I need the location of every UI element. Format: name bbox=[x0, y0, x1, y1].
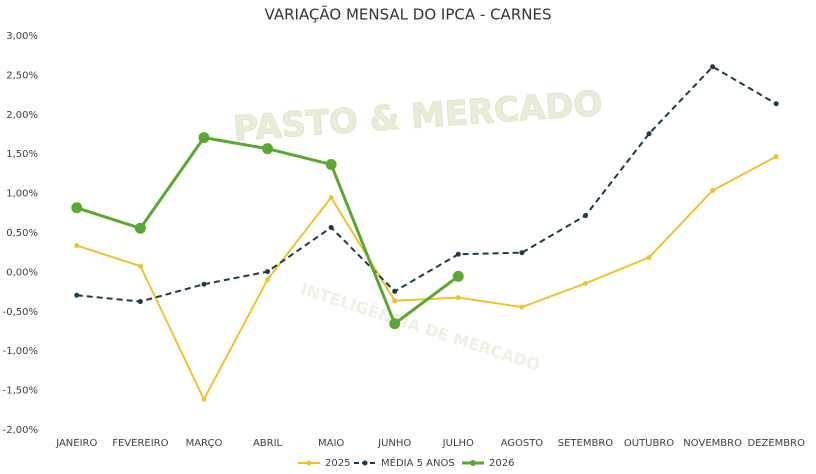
y-tick-label: 0,00% bbox=[6, 267, 38, 278]
point bbox=[74, 292, 80, 298]
point bbox=[71, 202, 83, 214]
legend-label: 2025 bbox=[325, 458, 350, 469]
y-tick-label: -1,00% bbox=[3, 346, 38, 357]
y-tick-label: 0,50% bbox=[6, 228, 38, 239]
x-tick-label: OUTUBRO bbox=[624, 438, 674, 449]
x-tick-label: ABRIL bbox=[253, 438, 283, 449]
point bbox=[392, 298, 398, 304]
series-line bbox=[76, 136, 460, 326]
point bbox=[519, 250, 525, 256]
x-tick-label: JANEIRO bbox=[55, 438, 97, 449]
point bbox=[325, 158, 337, 170]
point bbox=[134, 222, 146, 234]
series-line bbox=[76, 155, 777, 401]
x-tick-label: SETEMBRO bbox=[558, 438, 614, 449]
point bbox=[773, 101, 779, 107]
point bbox=[262, 143, 274, 155]
y-tick-label: 2,50% bbox=[6, 70, 38, 81]
x-tick-label: DEZEMBRO bbox=[747, 438, 805, 449]
point bbox=[74, 243, 80, 249]
point bbox=[137, 263, 143, 269]
y-tick-label: 1,00% bbox=[6, 189, 38, 200]
y-tick-label: -2,00% bbox=[3, 425, 38, 436]
y-tick-label: 1,50% bbox=[6, 149, 38, 160]
point bbox=[455, 251, 461, 257]
point bbox=[389, 318, 401, 330]
point bbox=[198, 132, 210, 144]
y-tick-label: -0,50% bbox=[3, 307, 38, 318]
y-tick-label: -1,50% bbox=[3, 386, 38, 397]
point bbox=[201, 281, 207, 287]
point bbox=[328, 195, 334, 201]
point bbox=[265, 269, 271, 275]
point bbox=[710, 187, 716, 193]
point bbox=[452, 270, 464, 282]
legend-label: MÉDIA 5 ANOS bbox=[381, 456, 455, 469]
point bbox=[328, 224, 334, 230]
x-tick-label: MARÇO bbox=[186, 438, 223, 449]
point bbox=[201, 396, 207, 402]
x-tick-label: NOVEMBRO bbox=[683, 438, 742, 449]
x-tick-label: JULHO bbox=[442, 438, 474, 449]
watermark-subtitle: INTELIGÊNCIA DE MERCADO bbox=[298, 279, 542, 374]
point bbox=[519, 304, 525, 310]
y-tick-label: 2,00% bbox=[6, 110, 38, 121]
point bbox=[710, 64, 716, 70]
watermark-title: PASTO & MERCADO bbox=[232, 84, 604, 150]
point bbox=[646, 131, 652, 137]
point bbox=[137, 299, 143, 305]
x-tick-label: JUNHO bbox=[377, 438, 411, 449]
point bbox=[773, 154, 779, 160]
chart-title: VARIAÇÃO MENSAL DO IPCA - CARNES bbox=[265, 5, 552, 24]
y-tick-label: 3,00% bbox=[6, 31, 38, 42]
legend-marker bbox=[470, 460, 476, 466]
x-tick-label: AGOSTO bbox=[501, 438, 544, 449]
legend-marker bbox=[362, 460, 368, 466]
point bbox=[582, 213, 588, 219]
legend-label: 2026 bbox=[489, 458, 514, 469]
point bbox=[265, 276, 271, 282]
x-tick-label: FEVEREIRO bbox=[112, 438, 168, 449]
x-tick-label: MAIO bbox=[318, 438, 344, 449]
series-line bbox=[76, 65, 777, 303]
point bbox=[392, 288, 398, 294]
point bbox=[582, 280, 588, 286]
legend-marker bbox=[306, 460, 312, 466]
point bbox=[455, 295, 461, 301]
point bbox=[646, 254, 652, 260]
